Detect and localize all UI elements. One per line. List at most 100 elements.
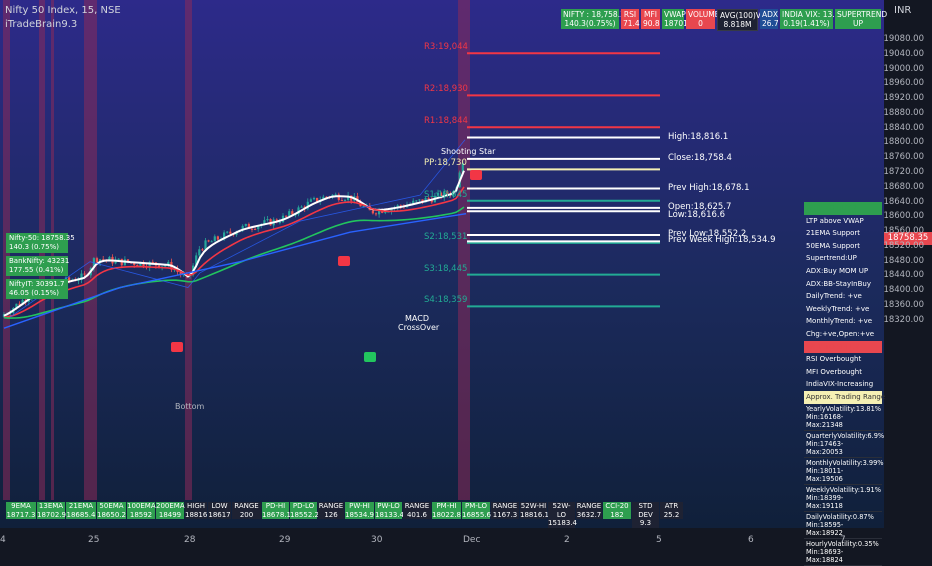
candle-body xyxy=(362,206,365,208)
candle-body xyxy=(427,198,430,200)
candle-body xyxy=(95,258,99,263)
index-box: Nifty-50: 18758.35 140.3 (0.75%) xyxy=(6,233,75,253)
badge-value: 26.7 xyxy=(762,19,779,28)
badge-value: 0.19(1.41%) xyxy=(783,19,830,28)
shooting-star-label: Shooting Star xyxy=(441,147,496,156)
stat-cell: PD-LO 18552.2 xyxy=(290,502,319,519)
candle-body xyxy=(278,222,281,224)
stat-cell: CCI-20 182 xyxy=(603,502,631,519)
price-tick: 18360.00 xyxy=(883,300,924,311)
level-label: Open:18,625.7 xyxy=(668,201,732,212)
volatility-range: Min:18595-Max:18922 xyxy=(806,520,844,537)
time-tick: 6 xyxy=(748,535,754,545)
stat-value: 9.3 xyxy=(639,519,652,527)
price-tick: 18760.00 xyxy=(883,152,924,163)
stat-cell: PW-HI 18534.9 xyxy=(345,502,374,519)
level-label: High:18,816.1 xyxy=(668,131,729,142)
price-tick: 18480.00 xyxy=(883,255,924,266)
index-name: NiftyIT: 30391.7 xyxy=(9,280,65,288)
stat-label: RANGE xyxy=(404,502,430,510)
ema-9-line xyxy=(3,170,465,317)
stat-label: 9EMA xyxy=(11,502,31,510)
sell-signal-marker xyxy=(470,170,482,180)
stat-value: 18816 xyxy=(185,510,208,519)
candle-body xyxy=(340,200,343,202)
candle-body xyxy=(312,197,316,200)
stat-value: 182 xyxy=(610,510,624,519)
pivot-label: S4:18,359 xyxy=(424,295,468,306)
volatility-range: Min:16168-Max:21348 xyxy=(806,412,844,429)
stat-label: PM-LO xyxy=(465,502,487,510)
sell-reason: MFI Overbought xyxy=(806,367,862,376)
volatility-entry: YearlyVolatility:13.81% Min:16168-Max:213… xyxy=(804,404,882,431)
candle-body xyxy=(201,249,204,251)
buy-reason: ADX:BB-StayInBuy xyxy=(806,279,871,288)
time-axis-bg xyxy=(0,528,884,550)
buy-reason: DailyTrend: +ve xyxy=(806,292,862,301)
stat-cell: PD-HI 18678.1 xyxy=(262,502,291,519)
index-box: NiftyIT: 30391.7 46.05 (0.15%) xyxy=(6,279,68,299)
candle-body xyxy=(226,231,229,233)
stat-value: 18133.4 xyxy=(375,510,404,519)
price-chart[interactable] xyxy=(0,0,932,550)
sell-items: RSI Overbought MFI Overbought IndiaVIX-Inc… xyxy=(804,353,882,391)
badge-value: 18701 xyxy=(664,19,688,28)
buy-reason: 21EMA Support xyxy=(806,229,861,238)
volatility-range: Min:18399-Max:19118 xyxy=(806,493,844,510)
badge-label: NIFTY : 18,758.35 xyxy=(563,10,630,19)
stat-value: 18499 xyxy=(158,510,182,519)
pivot-label: PP:18,730 xyxy=(424,158,467,169)
time-tick: 25 xyxy=(88,535,100,545)
candle-body xyxy=(164,265,167,267)
candle-body xyxy=(300,206,303,208)
price-tick: 18440.00 xyxy=(883,270,924,281)
candle-body xyxy=(371,210,374,214)
stat-label: PW-LO xyxy=(377,502,400,510)
stat-value: 18552.2 xyxy=(290,510,319,519)
candle-body xyxy=(117,258,120,260)
pivot-label: S3:18,445 xyxy=(424,263,468,274)
candle-body xyxy=(77,279,80,282)
session-band xyxy=(84,0,97,500)
stat-value: 126 xyxy=(324,510,338,519)
stat-value: 401.6 xyxy=(406,510,428,519)
volatility-range: Min:17463-Max:20053 xyxy=(806,439,844,456)
candle-body xyxy=(337,194,340,201)
stat-cell: RANGE 401.6 xyxy=(403,502,431,519)
volatility-percent: WeeklyVolatility:1.91% xyxy=(806,485,881,494)
top-badge: VOLUME 0 xyxy=(686,9,720,29)
index-change: 46.05 (0.15%) xyxy=(9,289,59,297)
price-tick: 18680.00 xyxy=(883,181,924,192)
buy-reason: LTP above VWAP xyxy=(806,216,864,225)
candle-body xyxy=(443,191,446,198)
stat-label: 21EMA xyxy=(68,502,94,510)
indicator-name: iTradeBrain9.3 xyxy=(5,19,78,30)
stat-label: PD-HI xyxy=(265,502,286,510)
candle-body xyxy=(210,241,213,243)
pivot-label: S1:18,645 xyxy=(424,189,468,200)
time-tick: 5 xyxy=(656,535,662,545)
candle-body xyxy=(195,255,198,266)
stat-cell: STD DEV 9.3 xyxy=(632,502,659,528)
badge-label: SUPERTREND xyxy=(837,10,888,19)
index-name: Nifty-50: 18758.35 xyxy=(9,234,75,242)
ema-200-line xyxy=(3,212,467,329)
candle-body xyxy=(207,240,210,242)
stat-value: 18717.3 xyxy=(6,510,36,519)
sell-panel-title: WHY TO SELL ? xyxy=(804,340,882,354)
candle-body xyxy=(136,264,139,266)
symbol-title: Nifty 50 Index, 15, NSE xyxy=(5,5,121,16)
session-band xyxy=(458,0,470,500)
level-label: Prev Low:18,552.2 xyxy=(668,229,747,240)
stat-value: 18685.4 xyxy=(66,510,96,519)
candle-body xyxy=(102,259,105,261)
buy-reason: WeeklyTrend: +ve xyxy=(806,304,870,313)
time-tick: 29 xyxy=(279,535,291,545)
pivot-label: R3:19,044 xyxy=(424,42,468,53)
candle-body xyxy=(399,205,402,207)
candle-body xyxy=(325,196,328,198)
session-band xyxy=(185,0,192,500)
candle-body xyxy=(254,228,257,230)
badge-label: VOLUME xyxy=(688,10,720,19)
price-tick: 19080.00 xyxy=(883,34,924,44)
